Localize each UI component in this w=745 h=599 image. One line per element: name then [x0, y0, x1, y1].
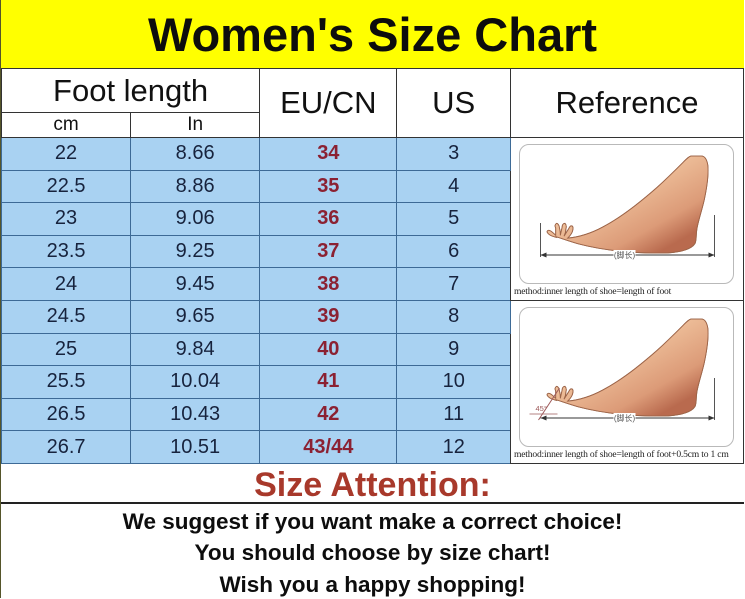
svg-text:(脚长): (脚长)	[614, 250, 636, 260]
svg-text:45°: 45°	[536, 404, 547, 413]
svg-text:(脚长): (脚长)	[614, 413, 636, 423]
